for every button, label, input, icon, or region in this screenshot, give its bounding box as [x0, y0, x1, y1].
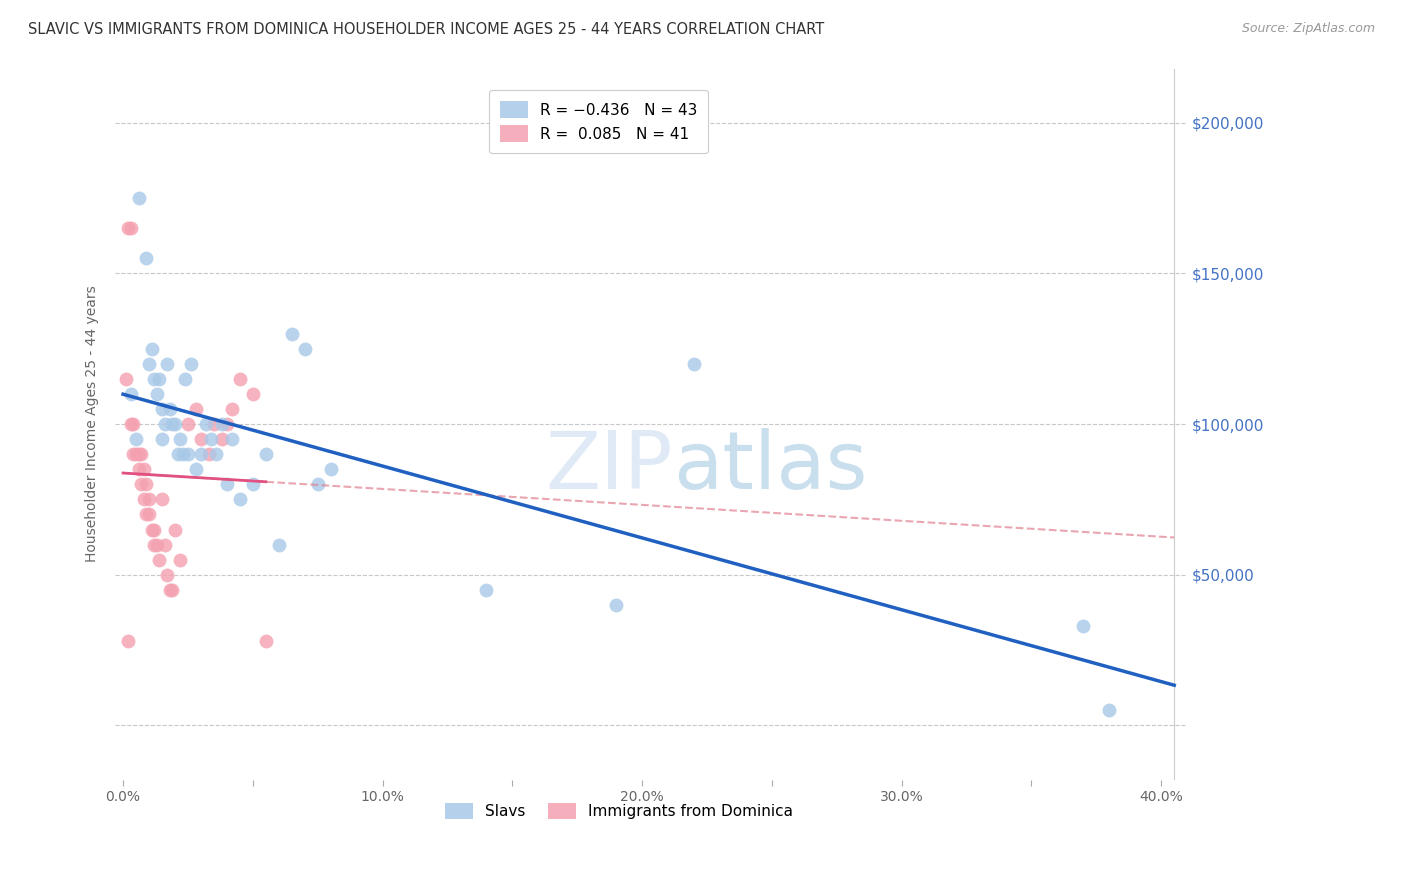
Point: [229, 372, 252, 386]
Point: [254, 447, 277, 461]
Point: [475, 582, 498, 597]
Point: [146, 538, 169, 552]
Point: [132, 492, 155, 507]
Point: [319, 462, 342, 476]
Point: [190, 447, 212, 461]
Point: [128, 191, 150, 205]
Point: [281, 326, 304, 341]
Point: [294, 342, 316, 356]
Point: [605, 598, 627, 612]
Point: [162, 417, 184, 431]
Point: [229, 492, 252, 507]
Point: [683, 357, 706, 371]
Point: [138, 508, 160, 522]
Text: SLAVIC VS IMMIGRANTS FROM DOMINICA HOUSEHOLDER INCOME AGES 25 - 44 YEARS CORRELA: SLAVIC VS IMMIGRANTS FROM DOMINICA HOUSE…: [28, 22, 824, 37]
Point: [177, 447, 200, 461]
Point: [125, 447, 148, 461]
Point: [156, 567, 179, 582]
Point: [211, 417, 233, 431]
Text: atlas: atlas: [672, 428, 868, 506]
Point: [190, 432, 212, 446]
Point: [125, 432, 148, 446]
Point: [172, 447, 194, 461]
Point: [117, 221, 139, 235]
Point: [128, 462, 150, 476]
Point: [143, 372, 166, 386]
Point: [205, 447, 228, 461]
Point: [177, 417, 200, 431]
Point: [135, 508, 157, 522]
Point: [153, 417, 176, 431]
Text: ZIP: ZIP: [546, 428, 672, 506]
Point: [202, 417, 225, 431]
Point: [132, 462, 155, 476]
Point: [184, 402, 207, 417]
Point: [129, 477, 152, 491]
Point: [211, 432, 233, 446]
Point: [141, 342, 163, 356]
Point: [267, 538, 290, 552]
Point: [1073, 619, 1095, 633]
Point: [135, 477, 157, 491]
Point: [200, 432, 222, 446]
Point: [141, 523, 163, 537]
Point: [184, 462, 207, 476]
Point: [166, 447, 188, 461]
Point: [254, 634, 277, 648]
Point: [128, 447, 150, 461]
Point: [148, 552, 170, 566]
Point: [122, 447, 145, 461]
Y-axis label: Householder Income Ages 25 - 44 years: Householder Income Ages 25 - 44 years: [86, 285, 100, 563]
Point: [169, 432, 191, 446]
Point: [1098, 703, 1121, 717]
Point: [163, 523, 186, 537]
Point: [169, 552, 191, 566]
Point: [215, 477, 238, 491]
Point: [174, 372, 197, 386]
Point: [135, 252, 157, 266]
Point: [122, 417, 145, 431]
Point: [120, 387, 142, 401]
Point: [153, 538, 176, 552]
Point: [146, 387, 169, 401]
Point: [156, 357, 179, 371]
Text: Source: ZipAtlas.com: Source: ZipAtlas.com: [1241, 22, 1375, 36]
Legend: Slavs, Immigrants from Dominica: Slavs, Immigrants from Dominica: [439, 797, 799, 825]
Point: [120, 417, 142, 431]
Point: [138, 492, 160, 507]
Point: [143, 523, 166, 537]
Point: [307, 477, 329, 491]
Point: [150, 492, 173, 507]
Point: [159, 582, 181, 597]
Point: [163, 417, 186, 431]
Point: [150, 402, 173, 417]
Point: [129, 447, 152, 461]
Point: [148, 372, 170, 386]
Point: [195, 417, 218, 431]
Point: [197, 447, 219, 461]
Point: [215, 417, 238, 431]
Point: [143, 538, 166, 552]
Point: [150, 432, 173, 446]
Point: [120, 221, 142, 235]
Point: [242, 477, 264, 491]
Point: [138, 357, 160, 371]
Point: [180, 357, 202, 371]
Point: [221, 432, 243, 446]
Point: [221, 402, 243, 417]
Point: [114, 372, 136, 386]
Point: [159, 402, 181, 417]
Point: [242, 387, 264, 401]
Point: [162, 582, 184, 597]
Point: [117, 634, 139, 648]
